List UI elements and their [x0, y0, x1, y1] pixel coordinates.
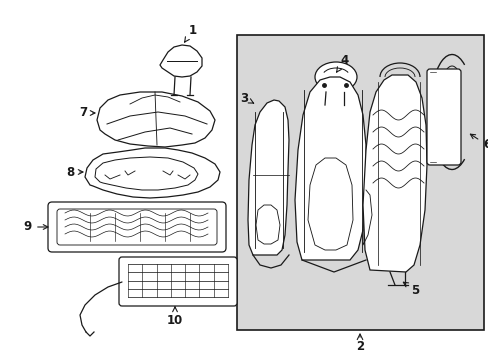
- Polygon shape: [247, 100, 288, 255]
- FancyBboxPatch shape: [57, 209, 217, 245]
- Polygon shape: [85, 148, 220, 198]
- Ellipse shape: [314, 62, 356, 92]
- Bar: [237, 35, 483, 330]
- Polygon shape: [294, 77, 365, 260]
- FancyBboxPatch shape: [48, 202, 225, 252]
- Polygon shape: [256, 205, 280, 244]
- FancyBboxPatch shape: [426, 69, 460, 165]
- Polygon shape: [362, 75, 426, 272]
- Polygon shape: [95, 157, 198, 190]
- Text: 2: 2: [355, 341, 364, 354]
- Polygon shape: [97, 92, 215, 147]
- Text: 1: 1: [184, 23, 197, 42]
- Text: 10: 10: [166, 307, 183, 327]
- Polygon shape: [160, 45, 202, 77]
- Text: 4: 4: [336, 54, 348, 72]
- Text: 3: 3: [240, 91, 253, 104]
- Text: 7: 7: [79, 107, 95, 120]
- Polygon shape: [307, 158, 352, 250]
- Text: 6: 6: [469, 134, 488, 152]
- FancyBboxPatch shape: [119, 257, 237, 306]
- Text: 8: 8: [66, 166, 83, 179]
- Text: 9: 9: [24, 220, 48, 234]
- Text: 5: 5: [403, 282, 418, 297]
